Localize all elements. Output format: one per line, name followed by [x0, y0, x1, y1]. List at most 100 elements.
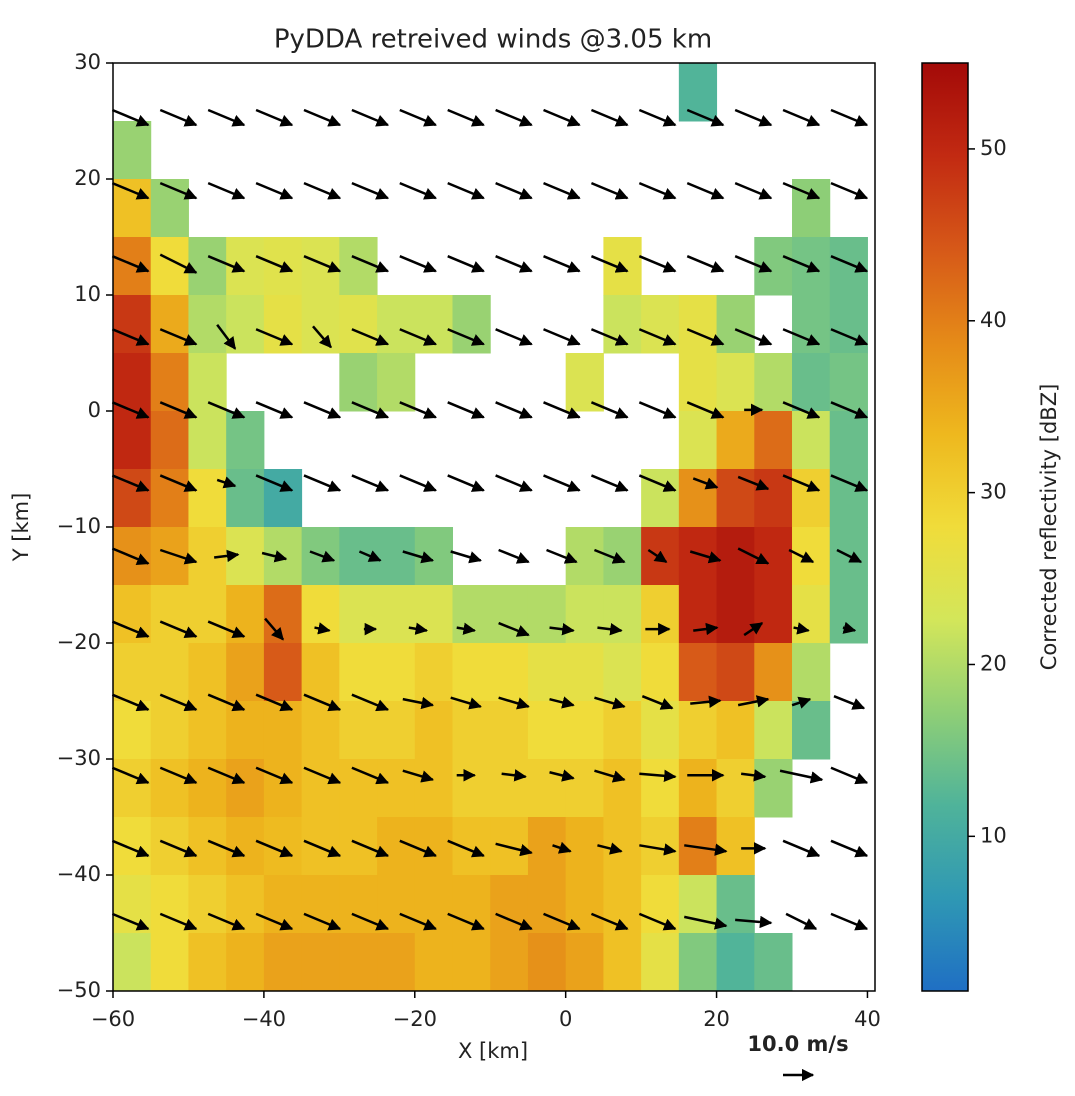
reflectivity-cell [301, 295, 340, 354]
heatmap [113, 63, 868, 992]
x-tick-label: −40 [242, 1007, 286, 1031]
reflectivity-cell [150, 411, 189, 470]
wind-arrow [782, 255, 821, 273]
reflectivity-cell [188, 643, 227, 702]
wind-arrow [495, 401, 533, 419]
wind-arrow [399, 839, 437, 858]
y-tick-label: 30 [74, 50, 101, 74]
wind-arrow [216, 476, 237, 489]
reflectivity-cell [263, 643, 303, 702]
wind-arrow [303, 401, 342, 419]
reflectivity-cell [414, 643, 454, 702]
wind-arrow [830, 839, 869, 858]
wind-arrow [639, 769, 677, 783]
wind-arrow [734, 108, 773, 127]
reflectivity-cell [301, 237, 340, 296]
reflectivity-cell [527, 701, 567, 760]
wind-arrow [735, 915, 773, 929]
reflectivity-cell [527, 643, 567, 702]
wind-arrow [303, 181, 342, 200]
reflectivity-cell [263, 933, 303, 992]
reflectivity-cell [226, 933, 265, 992]
wind-arrow [214, 549, 240, 563]
reflectivity-cell [716, 353, 755, 412]
reflectivity-cell [113, 295, 152, 354]
reflectivity-cell [188, 353, 227, 412]
wind-arrow [543, 912, 581, 931]
reflectivity-cell [603, 817, 642, 876]
reflectivity-cell [716, 585, 755, 644]
wind-arrow [351, 474, 390, 492]
wind-arrow [830, 912, 869, 931]
wind-arrow [543, 255, 581, 273]
wind-arrow [303, 474, 342, 492]
reflectivity-cell [678, 643, 718, 702]
reflectivity-cell [150, 295, 189, 354]
wind-arrow [351, 693, 390, 712]
reflectivity-cell [603, 701, 642, 760]
wind-arrow [255, 255, 294, 273]
wind-arrow [303, 766, 342, 785]
reflectivity-cell [452, 585, 491, 644]
wind-arrow [593, 548, 626, 564]
x-tick-label: 0 [559, 1007, 572, 1031]
x-tick-label: −20 [393, 1007, 437, 1031]
reflectivity-cell [113, 875, 152, 934]
reflectivity-cell [301, 933, 340, 992]
reflectivity-cell [678, 411, 718, 470]
colorbar-tick-label: 10 [980, 823, 1007, 847]
colorbar-tick-label: 20 [980, 651, 1007, 675]
wind-arrow [543, 181, 581, 200]
wind-arrow [399, 474, 437, 492]
wind-arrow [207, 912, 246, 931]
reflectivity-cell [377, 875, 416, 934]
wind-arrow [594, 696, 626, 710]
wind-arrow [255, 766, 294, 785]
wind-arrow [111, 255, 150, 273]
y-tick-label: 20 [74, 166, 101, 190]
reflectivity-cell [678, 469, 718, 528]
wind-arrow [207, 693, 246, 712]
reflectivity-cell [641, 933, 680, 992]
wind-arrow [686, 255, 725, 273]
reflectivity-cell [792, 353, 831, 412]
reflectivity-cell [716, 643, 755, 702]
reflectivity-cell [226, 817, 265, 876]
y-tick-label: 10 [74, 282, 101, 306]
reflectivity-cell [641, 759, 680, 818]
wind-arrow [638, 328, 677, 346]
wind-arrow [159, 693, 198, 712]
wind-arrow [111, 912, 150, 931]
reflectivity-cell [113, 643, 152, 702]
wind-arrow [836, 548, 863, 564]
reflectivity-cell [527, 759, 567, 818]
x-axis-label: X [km] [458, 1039, 528, 1063]
wind-arrow [546, 548, 578, 564]
reflectivity-cell [188, 469, 227, 528]
reflectivity-cell [565, 585, 604, 644]
reflectivity-cell [490, 643, 529, 702]
wind-arrow [552, 841, 572, 854]
reflectivity-cell [113, 933, 152, 992]
colorbar-tick-label: 30 [980, 480, 1007, 504]
reflectivity-cell [452, 295, 491, 354]
wind-arrow [159, 912, 198, 931]
reflectivity-cell [754, 701, 793, 760]
wind-arrow [830, 401, 869, 419]
reflectivity-cell [301, 701, 340, 760]
reflectivity-cell [829, 411, 868, 470]
reflectivity-cell [377, 817, 416, 876]
reflectivity-cell [113, 121, 152, 180]
reflectivity-cell [565, 643, 604, 702]
reflectivity-cell [678, 295, 718, 354]
wind-arrow [684, 843, 728, 856]
wind-arrow [351, 912, 390, 931]
reflectivity-cell [565, 759, 604, 818]
wind-arrow [159, 620, 198, 639]
wind-arrow [734, 181, 773, 200]
reflectivity-cell [829, 237, 868, 296]
wind-arrow [255, 839, 294, 858]
wind-arrow [597, 842, 623, 855]
wind-arrow [111, 620, 150, 639]
wind-arrow [782, 181, 821, 200]
